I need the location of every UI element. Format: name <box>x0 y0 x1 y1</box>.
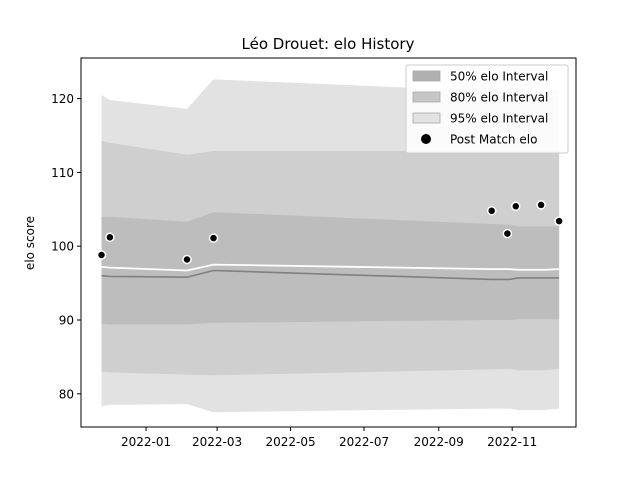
legend-label: 95% elo Interval <box>450 112 548 126</box>
plot-frame <box>80 57 577 428</box>
legend-swatch <box>412 70 441 82</box>
chart-title: Léo Drouet: elo History <box>242 35 415 53</box>
legend-swatch <box>412 112 441 124</box>
legend-marker <box>421 134 431 144</box>
post-match-point <box>486 206 497 216</box>
y-tick-label: 100 <box>51 240 74 254</box>
axes: 2022-01 2022-03 2022-05 2022-07 2022-09 2022-… <box>51 57 577 449</box>
post-match-points <box>96 200 564 265</box>
x-tick-label: 2022-11 <box>487 435 537 449</box>
legend-swatch <box>412 91 441 103</box>
post-match-point <box>96 250 107 260</box>
legend: 50% elo Interval 80% elo Interval 95% elo … <box>405 64 569 154</box>
post-match-point <box>502 228 513 239</box>
x-tick-label: 2022-03 <box>192 435 242 449</box>
y-tick-label: 110 <box>51 166 74 180</box>
interval-bands <box>101 79 560 413</box>
x-tick-label: 2022-01 <box>121 435 171 449</box>
y-tick-label: 90 <box>59 313 74 327</box>
x-tick-label: 2022-09 <box>414 435 464 449</box>
legend-label: 50% elo Interval <box>450 70 548 84</box>
post-match-point <box>536 200 546 210</box>
y-axis-label: elo score <box>23 216 37 270</box>
post-match-point <box>208 233 219 243</box>
x-tick-label: 2022-07 <box>339 435 389 449</box>
post-match-point <box>105 232 115 243</box>
y-tick-label: 80 <box>59 387 74 401</box>
legend-label: Post Match elo <box>450 133 537 147</box>
elo-lines <box>101 263 560 281</box>
post-match-point <box>511 201 521 212</box>
legend-label: 80% elo Interval <box>450 91 548 105</box>
legend-box <box>405 64 569 154</box>
post-match-point <box>554 216 564 226</box>
mean-elo-line <box>101 269 560 281</box>
reference-elo-line <box>101 263 560 272</box>
x-tick-label: 2022-05 <box>265 435 315 449</box>
y-tick-label: 120 <box>51 92 74 106</box>
post-match-point <box>182 254 192 265</box>
